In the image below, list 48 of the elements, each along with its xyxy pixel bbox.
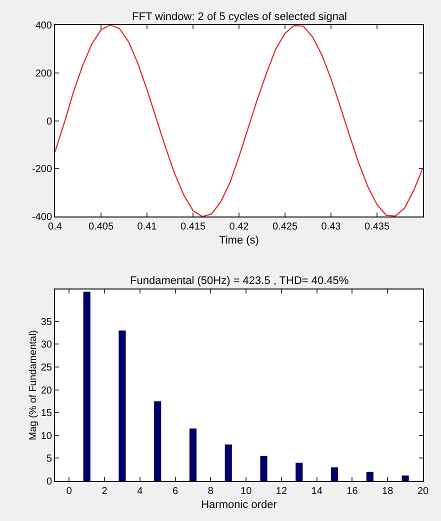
- y-tick-label: 20: [40, 385, 52, 396]
- y-tick-label: 10: [40, 430, 52, 442]
- bar: [118, 330, 126, 481]
- x-tick-label: 18: [382, 486, 394, 497]
- bar: [296, 462, 303, 481]
- y-tick-label: 200: [35, 68, 52, 80]
- x-tick-label: 16: [346, 486, 358, 497]
- x-tick-label: 14: [311, 486, 323, 497]
- x-tick-label: 6: [172, 486, 179, 497]
- x-tick-label: 0: [66, 486, 72, 497]
- x-tick-label: 0.405: [88, 222, 114, 233]
- bar: [331, 467, 338, 481]
- bar: [260, 456, 268, 481]
- x-tick-label: 0.425: [272, 222, 298, 233]
- x-tick-label: 0.43: [321, 222, 342, 233]
- x-tick-label: 2: [102, 486, 108, 497]
- y-tick-label: 25: [40, 362, 52, 374]
- x-tick-label: 10: [240, 486, 252, 497]
- x-axis-title: Harmonic order: [201, 499, 278, 512]
- y-tick-label: 0: [46, 476, 52, 488]
- y-tick-label: 400: [35, 20, 52, 32]
- bar: [189, 428, 197, 481]
- chart-title: Fundamental (50Hz) = 423.5 , THD= 40.45%: [130, 275, 349, 287]
- y-tick-label: 30: [40, 340, 52, 351]
- bar: [83, 292, 90, 481]
- y-axis-title: Mag (% of Fundamental): [28, 330, 39, 440]
- y-tick-label: 5: [46, 454, 52, 465]
- x-tick-label: 0.42: [229, 222, 250, 233]
- x-axis-title: Time (s): [219, 234, 259, 247]
- x-tick-label: 0.415: [180, 222, 206, 233]
- x-tick-label: 20: [417, 486, 429, 497]
- y-tick-label: 35: [40, 316, 52, 328]
- y-tick-label: -200: [32, 164, 52, 176]
- bar: [402, 476, 409, 481]
- bar: [366, 472, 374, 481]
- x-tick-label: 4: [137, 486, 144, 497]
- chart-title: FFT window: 2 of 5 cycles of selected signal: [132, 11, 348, 23]
- y-tick-label: 0: [46, 116, 52, 128]
- bar: [154, 401, 162, 481]
- y-tick-label: 15: [40, 408, 52, 420]
- line-series: [55, 25, 423, 217]
- x-tick-label: 8: [208, 486, 214, 497]
- x-tick-label: 12: [276, 486, 288, 497]
- x-tick-label: 0.435: [364, 222, 390, 233]
- y-tick-label: -400: [32, 212, 52, 224]
- x-tick-label: 0.41: [137, 222, 158, 233]
- x-tick-label: 0.4: [48, 222, 62, 233]
- bar: [224, 444, 232, 481]
